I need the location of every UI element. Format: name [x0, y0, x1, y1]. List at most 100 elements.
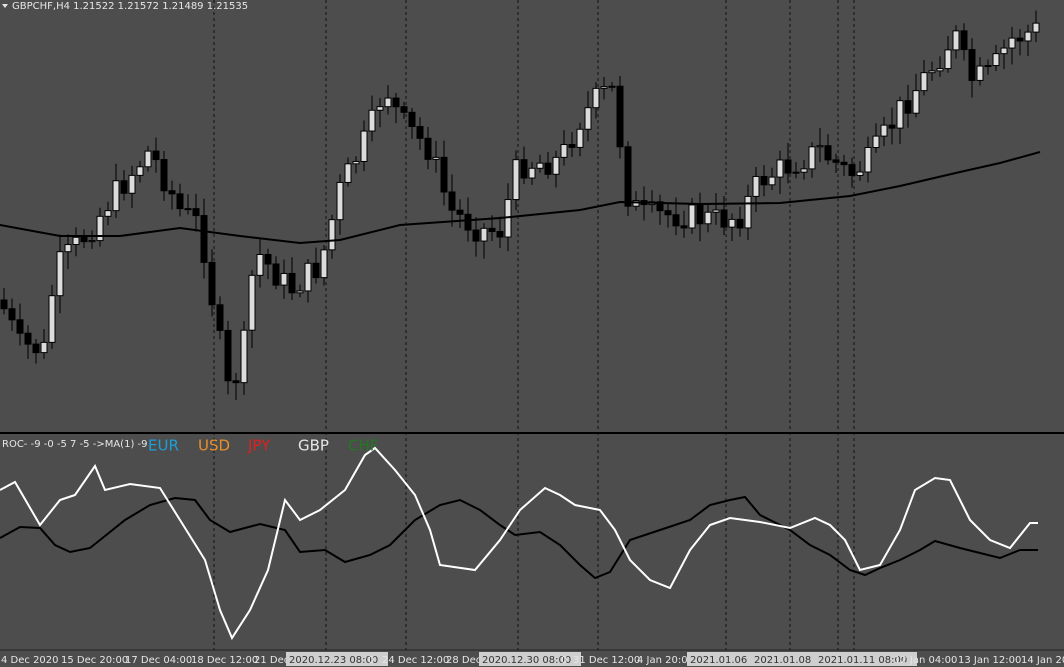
candle-body	[560, 144, 568, 158]
candle-body	[1008, 37, 1016, 49]
candle-body	[744, 195, 752, 229]
candle-body	[0, 299, 8, 310]
legend-entry: EUR	[148, 437, 179, 455]
candle-body	[792, 171, 800, 174]
time-label: 18 Dec 12:00	[191, 655, 258, 666]
candle-body	[832, 159, 840, 163]
time-label: 0	[368, 655, 374, 666]
roc-line-white	[0, 446, 1038, 641]
candle-body	[368, 109, 376, 132]
candle-body	[296, 290, 304, 294]
symbol-info: GBPCHF,H4 1.21522 1.21572 1.21489 1.2153…	[12, 1, 248, 12]
candle-body	[936, 68, 944, 72]
candle-body	[1000, 47, 1008, 55]
candle-body	[768, 176, 776, 186]
candle-body	[592, 87, 600, 109]
candle-body	[408, 111, 416, 128]
candle-body	[896, 100, 904, 129]
candle-body	[440, 156, 448, 193]
candle-body	[120, 180, 128, 194]
candle-body	[64, 244, 72, 253]
candle-body	[320, 249, 328, 279]
label-highlight	[286, 652, 388, 666]
candle-body	[48, 295, 56, 343]
candle-body	[872, 135, 880, 149]
candle-body	[784, 159, 792, 174]
candle-body	[96, 215, 104, 242]
candle-body	[584, 107, 592, 130]
candle-body	[40, 341, 48, 354]
candle-body	[248, 274, 256, 331]
candle-body	[920, 72, 928, 92]
indicator-label: ROC- -9 -0 -5 7 -5 ->MA(1) -9	[2, 439, 148, 450]
candle-body	[32, 343, 40, 354]
candle-body	[352, 160, 360, 165]
candle-body	[160, 159, 168, 192]
candle-body	[576, 128, 584, 148]
candle-body	[600, 86, 608, 89]
time-label: 13 Jan 12:00	[958, 655, 1021, 666]
candle-body	[168, 190, 176, 195]
candle-body	[672, 214, 680, 227]
time-label: 2021.01.06 16	[690, 655, 763, 666]
candle-body	[464, 213, 472, 231]
candle-body	[544, 162, 552, 175]
time-label: 17 Dec 04:00	[125, 655, 192, 666]
time-label: 2021.01.11 08:00	[818, 655, 907, 666]
candle-body	[80, 236, 88, 243]
candle-body	[536, 162, 544, 169]
candle-body	[992, 53, 1000, 67]
candle-body	[912, 90, 920, 114]
candle-body	[280, 272, 288, 286]
candle-body	[976, 65, 984, 81]
candle-body	[528, 167, 536, 179]
candle-body	[8, 308, 16, 321]
time-label: 4 Dec 2020	[1, 655, 59, 666]
legend-entry: JPY	[247, 437, 271, 455]
candle-body	[448, 191, 456, 211]
candle-body	[696, 204, 704, 225]
candle-body	[24, 332, 32, 345]
candle-body	[960, 30, 968, 51]
candle-body	[776, 159, 784, 178]
candle-body	[392, 97, 400, 108]
candle-body	[552, 156, 560, 175]
candle-body	[336, 181, 344, 221]
candle-body	[944, 49, 952, 70]
candle-body	[704, 211, 712, 225]
candle-body	[72, 236, 80, 246]
candle-body	[240, 329, 248, 384]
candle-body	[456, 209, 464, 215]
candle-body	[264, 253, 272, 265]
candle-body	[88, 240, 96, 243]
candle-body	[424, 137, 432, 160]
time-label: 4 Jan 20:00	[637, 655, 694, 666]
candle-body	[416, 126, 424, 139]
time-label: 28 Dec	[446, 655, 481, 666]
dropdown-icon[interactable]	[2, 4, 8, 8]
candle-body	[616, 85, 624, 148]
candle-body	[384, 97, 392, 108]
candle-body	[664, 210, 672, 216]
candle-body	[720, 209, 728, 228]
candle-body	[1032, 22, 1040, 33]
candle-body	[376, 106, 384, 111]
moving-average	[0, 151, 1041, 245]
candle-body	[344, 163, 352, 183]
candle-body	[728, 218, 736, 228]
candle-body	[224, 329, 232, 382]
candle-body	[1024, 31, 1032, 42]
candle-body	[184, 208, 192, 211]
time-label: 14 Jan 20:	[1021, 655, 1064, 666]
currency-legend: EUR USD JPY GBP CHF	[148, 437, 378, 455]
candle-body	[880, 124, 888, 137]
candle-body	[288, 272, 296, 294]
candle-body	[656, 201, 664, 212]
candle-body	[200, 215, 208, 263]
candle-body	[520, 159, 528, 179]
candle-body	[904, 100, 912, 114]
candle-body	[432, 156, 440, 160]
time-label: 2020.12.30 08:00	[482, 655, 571, 666]
candle-body	[888, 124, 896, 129]
candle-body	[144, 150, 152, 168]
